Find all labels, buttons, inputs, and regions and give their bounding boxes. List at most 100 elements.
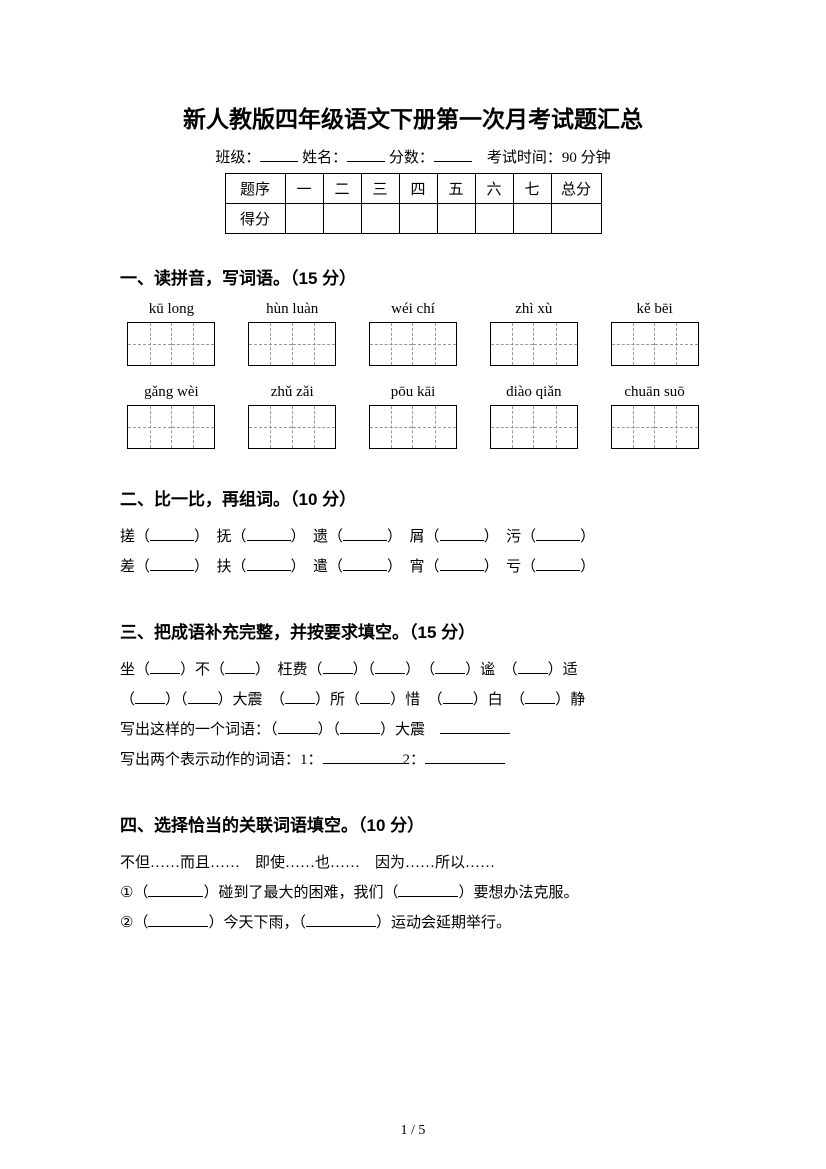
page-title: 新人教版四年级语文下册第一次月考试题汇总 [120,100,706,134]
table-row: 题序 一 二 三 四 五 六 七 总分 [225,174,601,204]
pinyin-item: gǎng wèi [120,384,223,449]
score-table: 题序 一 二 三 四 五 六 七 总分 得分 [225,173,602,234]
pinyin-label: diào qiǎn [482,384,585,401]
text: ）大震 [380,722,440,738]
pinyin-row-1: kū long hùn luàn wéi chí zhì xù kě bēi [120,301,706,366]
col-5: 五 [437,174,475,204]
table-row: 得分 [225,204,601,234]
text: ）要想办法克服。 [458,885,578,901]
section-2: 二、比一比，再组词。（10 分） 搓（ ） 抚（ ） 遗（ ） 屑（ ） 污（ ） 差（ ）… [120,485,706,582]
row-header: 题序 [225,174,285,204]
col-4: 四 [399,174,437,204]
text: ） 污（ [484,529,537,545]
section-4-q1: ①（ ）碰到了最大的困难，我们（ ）要想办法克服。 [120,878,706,908]
text: （ [120,692,135,708]
cell [361,204,399,234]
text: ） 抚（ [194,529,247,545]
text: 搓（ [120,529,150,545]
char-box [369,405,457,449]
text: ）（ [318,722,341,738]
text: ） 宵（ [387,559,440,575]
text: ） 枉费（ [255,662,323,678]
pinyin-item: zhì xù [482,301,585,366]
col-2: 二 [323,174,361,204]
text: ）静 [555,692,585,708]
section-3-line-1: 坐（）不（） 枉费（）（） （）谧 （）适 [120,655,706,685]
section-3-line-3: 写出这样的一个词语：（ ）（ ）大震 [120,715,706,745]
section-2-line-2: 差（ ） 扶（ ） 遣（ ） 宵（ ） 亏（ ） [120,552,706,582]
pinyin-item: hùn luàn [241,301,344,366]
text: ） [580,529,595,545]
name-blank [347,148,385,162]
text: ）所（ [315,692,360,708]
section-2-line-1: 搓（ ） 抚（ ） 遗（ ） 屑（ ） 污（ ） [120,522,706,552]
pinyin-label: hùn luàn [241,301,344,318]
text: ）碰到了最大的困难，我们（ [203,885,398,901]
char-box [490,405,578,449]
pinyin-label: zhǔ zǎi [241,384,344,401]
pinyin-row-2: gǎng wèi zhǔ zǎi pōu kāi diào qiǎn chuān… [120,384,706,449]
score-label: 分数： [389,150,434,166]
pinyin-label: pōu kāi [362,384,465,401]
char-box [369,322,457,366]
char-box [248,405,336,449]
name-label: 姓名： [302,150,347,166]
page-number: 1 / 5 [0,1123,826,1139]
cell [285,204,323,234]
pinyin-label: kū long [120,301,223,318]
pinyin-label: gǎng wèi [120,384,223,401]
char-box [611,322,699,366]
text: ）白 （ [473,692,526,708]
section-3: 三、把成语补充完整，并按要求填空。（15 分） 坐（ ）不（ ） 枉费（ ）（ ） （ ）… [120,618,706,775]
section-3-line-4: 写出两个表示动作的词语：1： 2： [120,745,706,775]
text: 写出两个表示动作的词语：1： [120,752,323,768]
char-box [490,322,578,366]
text: ）今天下雨，（ [208,915,306,931]
text: ） （ [405,662,435,678]
text: ）不（ [180,662,225,678]
score-blank [434,148,472,162]
text: 坐（ [120,662,150,678]
section-4-q2: ②（ ）今天下雨，（ ）运动会延期举行。 [120,908,706,938]
text: ）适 [548,662,578,678]
text: ①（ [120,885,148,901]
text: ）（ [165,692,188,708]
section-1-heading: 一、读拼音，写词语。（15 分） [120,264,706,289]
text: ） 屑（ [387,529,440,545]
text: 写出这样的一个词语：（ [120,722,278,738]
cell [551,204,601,234]
text: 2： [403,752,426,768]
text: ）大震 （ [218,692,286,708]
exam-time: 考试时间：90 分钟 [487,150,611,166]
cell [513,204,551,234]
pinyin-item: zhǔ zǎi [241,384,344,449]
char-box [127,322,215,366]
col-7: 七 [513,174,551,204]
section-4-heading: 四、选择恰当的关联词语填空。（10 分） [120,811,706,836]
text: ） 亏（ [484,559,537,575]
pinyin-item: diào qiǎn [482,384,585,449]
pinyin-item: pōu kāi [362,384,465,449]
col-6: 六 [475,174,513,204]
text: ） 遣（ [291,559,344,575]
text: ） 扶（ [194,559,247,575]
exam-info: 班级： 姓名： 分数： 考试时间：90 分钟 [120,146,706,167]
col-3: 三 [361,174,399,204]
char-box [127,405,215,449]
section-3-heading: 三、把成语补充完整，并按要求填空。（15 分） [120,618,706,643]
cell [475,204,513,234]
section-3-line-2: （）（）大震 （）所（）惜 （）白 （）静 [120,685,706,715]
col-1: 一 [285,174,323,204]
text: ） [580,559,595,575]
text: ）谧 （ [465,662,518,678]
text: ）运动会延期举行。 [376,915,511,931]
section-2-heading: 二、比一比，再组词。（10 分） [120,485,706,510]
cell [323,204,361,234]
text: ） 遗（ [291,529,344,545]
section-4-options: 不但……而且…… 即使……也…… 因为……所以…… [120,848,706,878]
score-header: 得分 [225,204,285,234]
col-total: 总分 [551,174,601,204]
text: 差（ [120,559,150,575]
pinyin-label: chuān suō [603,384,706,401]
text: ②（ [120,915,148,931]
